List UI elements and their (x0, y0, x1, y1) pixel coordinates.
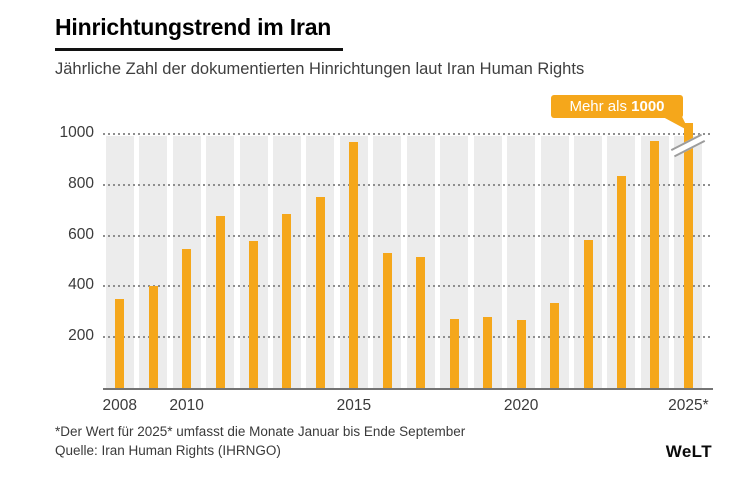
chart-subtitle: Jährliche Zahl der dokumentierten Hinric… (55, 60, 585, 78)
bar (349, 142, 359, 388)
y-axis-label: 200 (68, 327, 94, 345)
chart-title: Hinrichtungstrend im Iran (55, 14, 332, 40)
annotation-badge-text: Mehr als (569, 98, 627, 115)
gridline (103, 336, 713, 339)
bar (583, 240, 593, 388)
title-underline (55, 48, 343, 51)
bar (550, 303, 560, 388)
welt-logo: WeLT (665, 442, 712, 461)
y-axis-label: 600 (68, 225, 94, 243)
x-axis-label: 2008 (102, 397, 137, 414)
bar (215, 216, 225, 388)
gridline (103, 183, 713, 186)
bar (148, 286, 158, 388)
x-axis-label: 2010 (169, 397, 204, 414)
bar (516, 320, 526, 388)
footnote: *Der Wert für 2025* umfasst die Monate J… (55, 424, 466, 439)
y-axis-label: 1000 (59, 124, 94, 142)
annotation-badge: Mehr als 1000 (551, 95, 683, 118)
y-axis-label: 400 (68, 276, 94, 294)
source-credit: Quelle: Iran Human Rights (IHRNGO) (55, 443, 281, 458)
bar (182, 249, 192, 388)
bar (683, 123, 693, 388)
x-axis-label: 2025* (668, 397, 709, 414)
bar (616, 176, 626, 388)
bar (115, 299, 125, 388)
bar (483, 317, 493, 388)
gridline (103, 234, 713, 237)
bar (249, 241, 259, 388)
bar (416, 257, 426, 388)
bar (282, 214, 292, 388)
bar (315, 197, 325, 388)
annotation-badge-value: 1000 (631, 98, 665, 115)
y-axis-label: 800 (68, 174, 94, 192)
gridline (103, 285, 713, 288)
gridline (103, 133, 713, 136)
x-axis-label: 2015 (336, 397, 372, 414)
x-axis-label: 2020 (503, 397, 539, 414)
bar (382, 253, 392, 388)
bar (449, 319, 459, 388)
x-axis-line (103, 388, 713, 390)
bar (650, 141, 660, 388)
